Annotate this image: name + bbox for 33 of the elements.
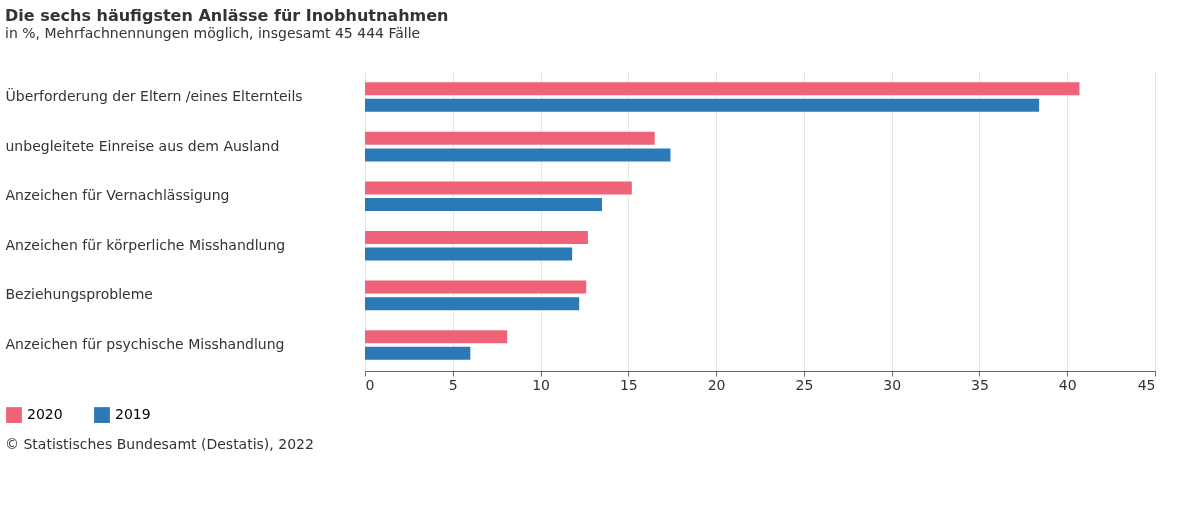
- y-tick-label: Beziehungsprobleme: [5, 286, 153, 303]
- bar: [365, 131, 655, 145]
- y-tick-label: unbegleitete Einreise aus dem Ausland: [5, 137, 280, 154]
- text: © Statistisches Bundesamt (Destatis), 2022: [5, 436, 314, 452]
- bar: [365, 148, 671, 162]
- x-tick-label: 45: [1137, 376, 1156, 393]
- x-tick-label: 5: [448, 376, 458, 393]
- bar: [365, 197, 602, 211]
- legend-label: 2019: [115, 406, 151, 423]
- bar: [365, 346, 471, 360]
- bar: [365, 231, 588, 245]
- text: in %, Mehrfachnennungen möglich, insgesamt 45 444 Fälle: [5, 25, 421, 41]
- y-tick-label: Anzeichen für körperliche Misshandlung: [5, 236, 286, 253]
- y-tick-label: Überforderung der Eltern /eines Elternteils: [5, 87, 303, 105]
- y-tick-label: Anzeichen für psychische Misshandlung: [5, 335, 285, 352]
- bar: [365, 82, 1080, 96]
- x-tick-label: 0: [365, 376, 375, 393]
- bar: [365, 280, 587, 294]
- text: Die sechs häufigsten Anlässe für Inobhutnahmen: [5, 6, 449, 25]
- x-tick-label: 20: [707, 376, 726, 393]
- x-tick-label: 15: [619, 376, 638, 393]
- x-tick-label: 30: [883, 376, 902, 393]
- y-tick-label: Anzeichen für Vernachlässigung: [5, 187, 230, 204]
- legend-label: 2020: [27, 406, 63, 423]
- bar: [365, 98, 1040, 112]
- x-tick-label: 25: [795, 376, 814, 393]
- bar: [365, 247, 573, 261]
- x-tick-label: 40: [1058, 376, 1077, 393]
- bar: [365, 330, 508, 344]
- x-tick-label: 10: [532, 376, 550, 393]
- bar: [365, 181, 632, 195]
- bar: [365, 297, 580, 311]
- x-tick-label: 35: [971, 376, 989, 393]
